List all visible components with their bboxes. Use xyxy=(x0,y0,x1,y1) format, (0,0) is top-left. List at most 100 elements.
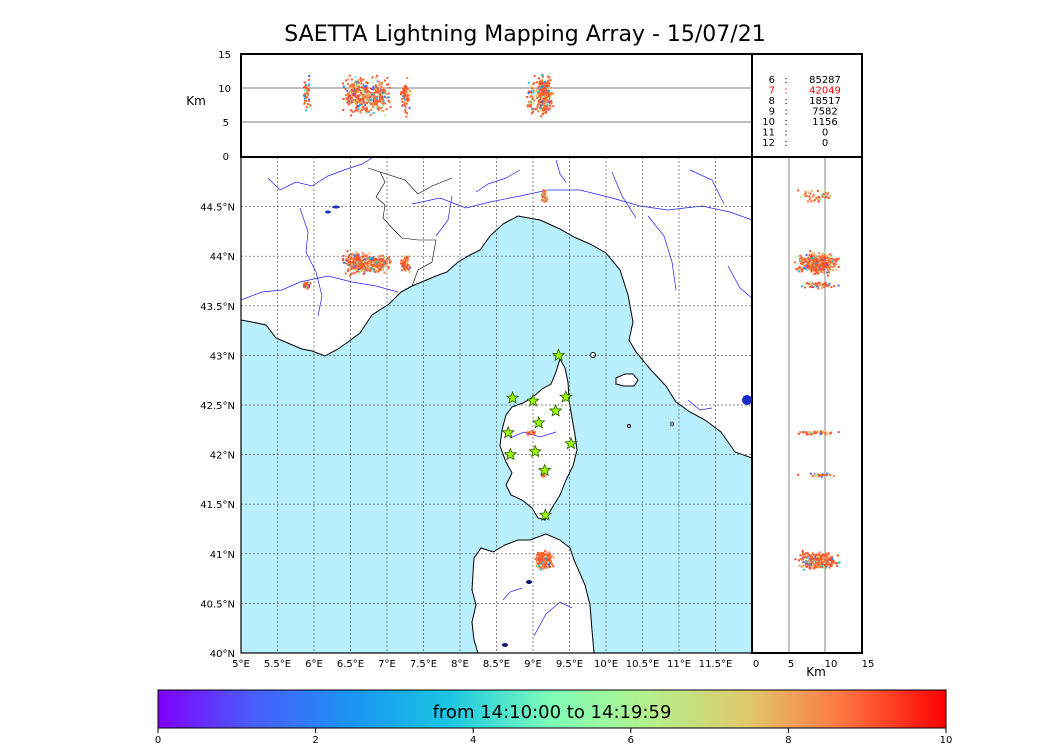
side-tick: 15 xyxy=(862,659,875,670)
lightning-altitude-point xyxy=(540,115,543,118)
lightning-altitude-point xyxy=(377,80,380,83)
lightning-altitude-point xyxy=(408,89,411,92)
lightning-side-point xyxy=(806,266,809,269)
lightning-side-point xyxy=(810,566,813,569)
lightning-altitude-point xyxy=(356,91,359,94)
lightning-altitude-point xyxy=(306,93,309,96)
lightning-side-point xyxy=(813,252,816,255)
lightning-source-point xyxy=(533,433,536,436)
lightning-altitude-point xyxy=(375,88,378,91)
lightning-altitude-point xyxy=(359,101,362,104)
lightning-source-point xyxy=(542,553,545,556)
lightning-side-point xyxy=(827,196,830,199)
lightning-side-point xyxy=(829,195,832,198)
lightning-source-point xyxy=(543,555,546,558)
lightning-side-point xyxy=(823,266,826,269)
lightning-altitude-point xyxy=(379,90,382,93)
lightning-altitude-point xyxy=(532,92,535,95)
lightning-source-point xyxy=(378,258,381,261)
lightning-altitude-point xyxy=(359,98,362,101)
lightning-side-point xyxy=(806,562,809,565)
lightning-side-point xyxy=(837,431,840,434)
count-separator: : xyxy=(784,128,787,139)
lightning-altitude-point xyxy=(383,103,386,106)
lightning-altitude-point xyxy=(367,97,370,100)
lightning-altitude-point xyxy=(363,107,366,110)
lightning-altitude-point xyxy=(352,92,355,95)
lightning-source-point xyxy=(381,259,384,262)
lightning-side-point xyxy=(812,474,815,477)
longitude-tick-label: 9°E xyxy=(524,659,542,670)
lightning-side-point xyxy=(824,282,827,285)
lightning-source-point xyxy=(537,551,540,554)
lightning-side-point xyxy=(832,560,835,563)
lightning-altitude-point xyxy=(386,76,389,79)
lightning-altitude-point xyxy=(549,79,552,82)
colorbar-tick-label: 4 xyxy=(470,735,476,746)
lightning-source-point xyxy=(540,562,543,565)
lightning-altitude-point xyxy=(361,89,364,92)
lightning-side-point xyxy=(829,431,832,434)
lightning-altitude-point xyxy=(354,89,357,92)
lightning-altitude-point xyxy=(538,93,541,96)
lightning-altitude-point xyxy=(353,94,356,97)
lightning-source-point xyxy=(373,268,376,271)
count-value: 7582 xyxy=(812,107,837,118)
lightning-altitude-point xyxy=(361,99,364,102)
lightning-side-point xyxy=(794,558,797,561)
lightning-altitude-point xyxy=(308,89,311,92)
elba-island xyxy=(615,373,639,387)
lightning-altitude-point xyxy=(342,85,345,88)
lightning-side-point xyxy=(818,198,821,201)
lightning-source-point xyxy=(306,281,309,284)
lightning-source-point xyxy=(362,253,365,256)
lightning-altitude-point xyxy=(538,86,541,89)
lightning-source-point xyxy=(542,558,545,561)
lightning-source-point xyxy=(380,260,383,263)
lightning-side-point xyxy=(821,255,824,258)
lightning-source-point xyxy=(366,259,369,262)
lightning-altitude-point xyxy=(406,112,409,115)
lightning-side-point xyxy=(832,268,835,271)
lightning-altitude-point xyxy=(305,87,308,90)
lightning-side-point xyxy=(796,268,799,271)
lightning-altitude-point xyxy=(543,103,546,106)
count-separator: : xyxy=(784,107,787,118)
lightning-altitude-point xyxy=(530,86,533,89)
lightning-source-point xyxy=(539,564,542,567)
lightning-source-point xyxy=(532,431,535,434)
lightning-altitude-point xyxy=(385,92,388,95)
altitude-tick: 0 xyxy=(223,152,229,163)
lightning-altitude-point xyxy=(306,92,309,95)
lightning-source-point xyxy=(370,256,373,259)
lightning-side-point xyxy=(804,552,807,555)
lightning-side-point xyxy=(818,271,821,274)
lightning-source-point xyxy=(358,256,361,259)
lightning-altitude-point xyxy=(356,80,359,83)
lightning-altitude-point xyxy=(532,89,535,92)
counts-panel: 6: 85287 7: 42049 8: 18517 9: 7582 10: 1156 11: 0 12… xyxy=(751,53,863,158)
lightning-altitude-point xyxy=(389,105,392,108)
lightning-altitude-point xyxy=(404,101,407,104)
lightning-altitude-point xyxy=(539,107,542,110)
lightning-side-point xyxy=(838,561,841,564)
lightning-side-point xyxy=(821,472,824,475)
lightning-side-point xyxy=(816,272,819,275)
lightning-source-point xyxy=(359,267,362,270)
lightning-side-point xyxy=(795,255,798,258)
lightning-source-point xyxy=(350,272,353,275)
lightning-source-point xyxy=(303,282,306,285)
lightning-side-point xyxy=(820,284,823,287)
lightning-side-point xyxy=(817,473,820,476)
lightning-side-point xyxy=(815,197,818,200)
lightning-source-point xyxy=(344,262,347,265)
lightning-side-point xyxy=(835,259,838,262)
lightning-altitude-point xyxy=(404,86,407,89)
lightning-altitude-point xyxy=(545,96,548,99)
lightning-source-point xyxy=(351,260,354,263)
longitude-tick-label: 7°E xyxy=(378,659,396,670)
lightning-side-point xyxy=(809,256,812,259)
lightning-altitude-point xyxy=(406,87,409,90)
lightning-side-point xyxy=(830,286,833,289)
lightning-altitude-point xyxy=(349,109,352,112)
